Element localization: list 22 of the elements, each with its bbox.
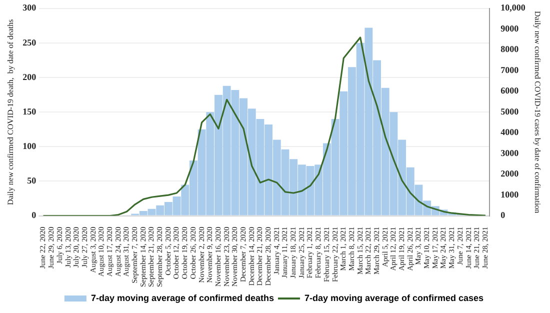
y2-tick-label: 4000 (500, 127, 520, 138)
y2-tick-label: 5000 (500, 106, 520, 116)
y2-tick-label: 7000 (500, 64, 520, 75)
y-tick-label: 250 (22, 37, 37, 48)
y2-tick-label: 8000 (500, 44, 520, 54)
y2-tick-label: 3000 (500, 148, 520, 158)
legend-label: 7-day moving average of confirmed cases (304, 292, 484, 303)
y-tick-label: 200 (22, 72, 37, 82)
y-tick-label: 150 (22, 106, 37, 116)
y-tick-label: 100 (22, 140, 37, 151)
y2-tick-label: 1000 (500, 189, 520, 200)
y2-tick-label: 2000 (500, 168, 520, 179)
y2-tick-label: 9000 (500, 23, 520, 34)
legend-label: 7-day moving average of confirmed deaths (90, 292, 274, 303)
y2-tick-label: 0 (500, 210, 506, 220)
y2-axis-title: Daily new confirmed COVID-19 cases by date of confirmation (533, 11, 542, 214)
y-axis-title: Daily new confirmed COVID-19 death, by date of deaths (6, 19, 15, 205)
y-tick-label: 300 (22, 2, 37, 13)
y-tick-label: 0 (32, 210, 37, 220)
y2-tick-label: 10,000 (500, 2, 526, 13)
y-tick-label: 50 (27, 176, 37, 186)
y2-tick-label: 6000 (500, 86, 520, 96)
